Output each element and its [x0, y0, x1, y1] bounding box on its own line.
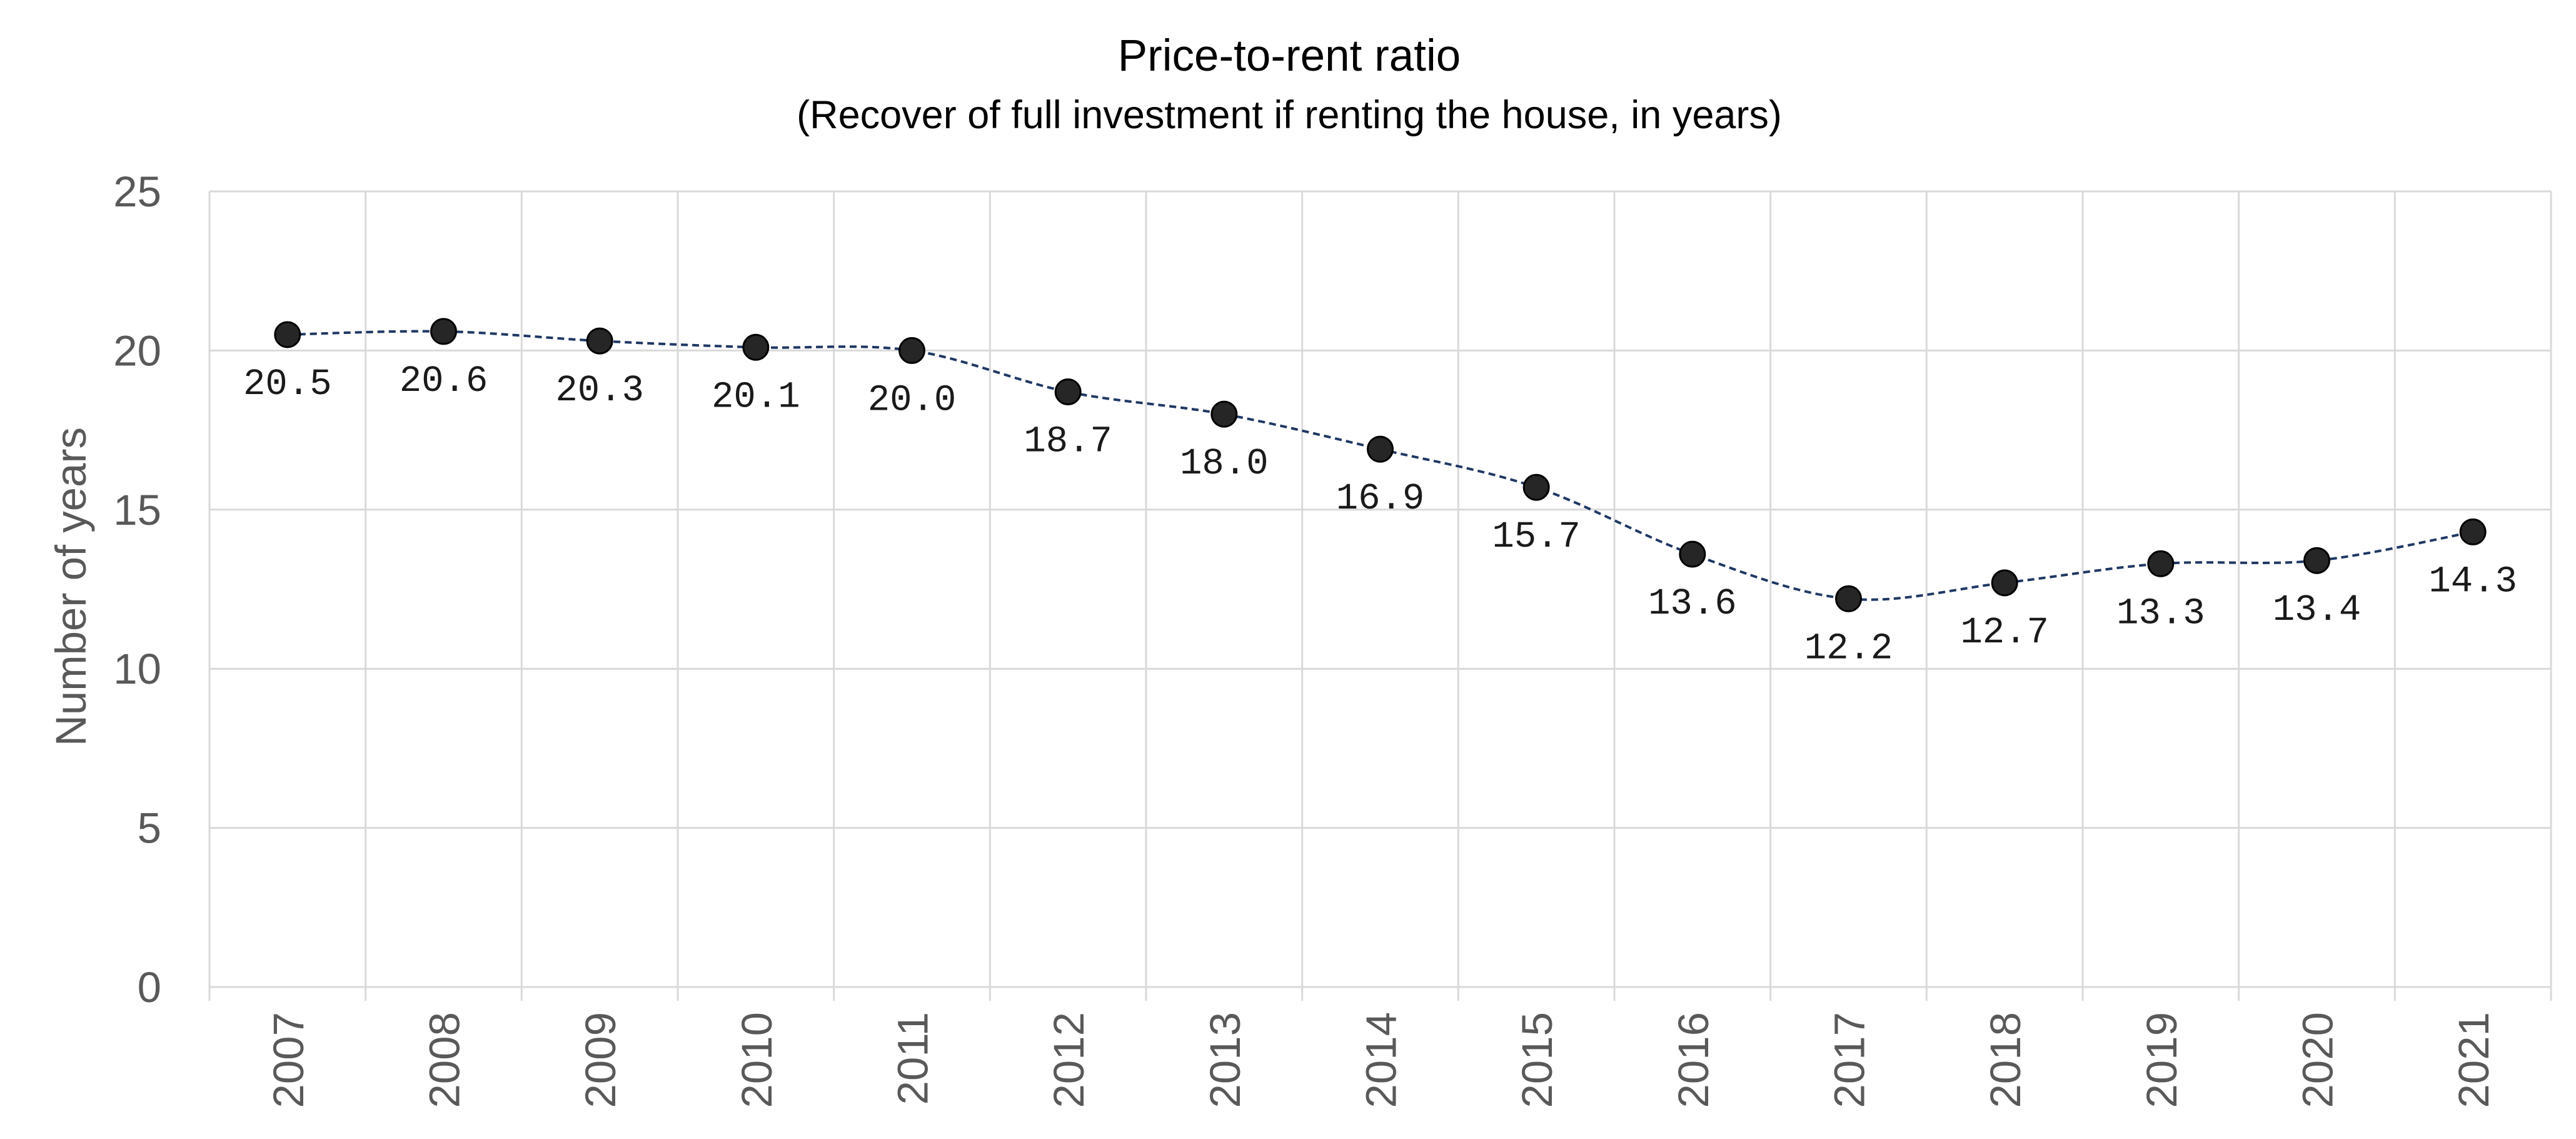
data-label: 16.9 — [1336, 478, 1425, 520]
y-axis-label: Number of years — [47, 427, 95, 746]
data-point — [1835, 585, 1862, 612]
data-point — [2459, 518, 2487, 545]
x-tick-label: 2014 — [1357, 1012, 1406, 1108]
data-label: 12.7 — [1960, 612, 2049, 654]
x-tick-label: 2018 — [1981, 1012, 2030, 1108]
series-price-to-rent — [274, 318, 2487, 612]
x-tick-label: 2010 — [733, 1012, 781, 1108]
y-tick-label: 15 — [113, 486, 161, 534]
data-label: 18.7 — [1024, 421, 1112, 463]
data-point — [430, 318, 457, 345]
y-tick-label: 20 — [113, 327, 161, 375]
y-tick-label: 10 — [113, 645, 161, 693]
data-point — [2147, 550, 2175, 577]
data-point — [1679, 540, 1706, 568]
data-point — [898, 337, 925, 364]
x-tick-label: 2007 — [264, 1012, 313, 1108]
x-tick-label: 2008 — [421, 1012, 469, 1108]
x-tick-label: 2012 — [1045, 1012, 1093, 1108]
data-label: 20.5 — [243, 363, 332, 405]
data-label: 14.3 — [2428, 560, 2517, 602]
data-point — [2303, 547, 2330, 574]
x-tick-label: 2011 — [889, 1012, 937, 1105]
data-label: 12.2 — [1804, 627, 1893, 669]
gridlines — [208, 190, 2552, 1001]
data-label: 13.4 — [2273, 589, 2362, 631]
data-label: 15.7 — [1492, 516, 1581, 558]
y-tick-label: 0 — [138, 963, 161, 1011]
x-tick-label: 2013 — [1201, 1012, 1249, 1108]
data-label: 13.3 — [2116, 592, 2205, 634]
data-label: 20.3 — [555, 370, 644, 412]
data-point — [274, 321, 301, 348]
data-label: 20.1 — [712, 376, 800, 418]
data-point — [742, 333, 770, 361]
y-tick-label: 25 — [113, 168, 161, 216]
data-point — [586, 327, 613, 355]
data-point — [1210, 400, 1238, 428]
data-label: 20.0 — [868, 379, 957, 421]
data-label: 13.6 — [1648, 583, 1737, 625]
x-axis-ticks: 2007 2008 2009 2010 2011 2012 2013 2014 2015 2016… — [264, 1012, 2498, 1108]
chart-subtitle: (Recover of full investment if renting t… — [797, 93, 1782, 137]
x-tick-label: 2017 — [1826, 1012, 1874, 1108]
data-point — [1522, 473, 1550, 501]
x-tick-label: 2015 — [1513, 1012, 1561, 1108]
data-label: 18.0 — [1180, 443, 1269, 485]
data-label: 20.6 — [400, 360, 488, 402]
y-axis-ticks: 0 5 10 15 20 25 — [113, 168, 161, 1011]
x-tick-label: 2016 — [1669, 1012, 1718, 1108]
data-point — [1991, 569, 2018, 597]
chart-title: Price-to-rent ratio — [1118, 31, 1461, 81]
data-point — [1367, 435, 1394, 463]
x-tick-label: 2021 — [2450, 1012, 2498, 1108]
x-tick-label: 2019 — [2138, 1012, 2186, 1108]
x-tick-label: 2020 — [2294, 1012, 2342, 1108]
data-labels: 20.5 20.6 20.3 20.1 20.0 18.7 18.0 16.9 15.7 13.6… — [243, 360, 2517, 669]
data-point — [1054, 378, 1082, 406]
x-tick-label: 2009 — [576, 1012, 625, 1108]
y-tick-label: 5 — [138, 804, 161, 853]
